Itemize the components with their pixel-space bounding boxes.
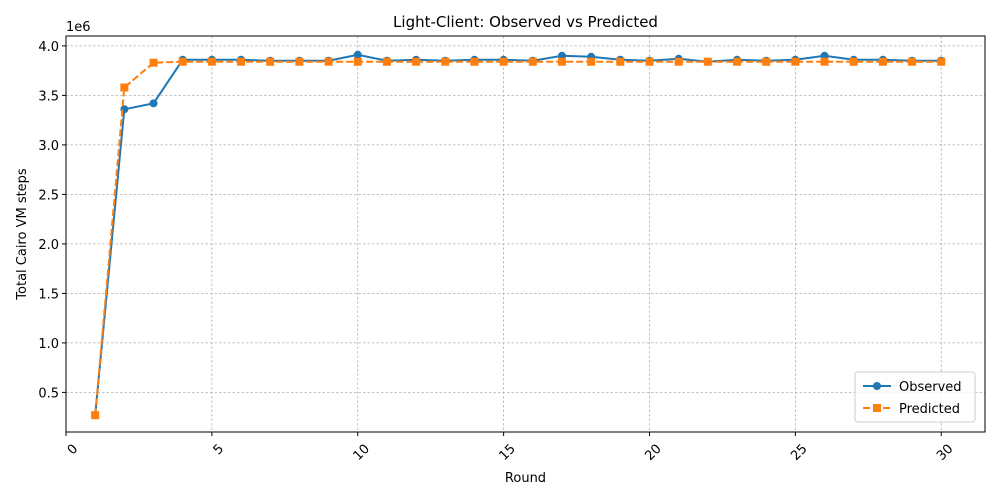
data-point-predicted <box>762 57 771 66</box>
legend-marker-predicted <box>873 404 881 412</box>
data-point-predicted <box>587 57 596 66</box>
x-tick-label: 20 <box>642 442 664 464</box>
data-point-predicted <box>441 57 450 66</box>
x-axis-title: Round <box>505 471 546 486</box>
data-point-predicted <box>266 57 275 66</box>
y-tick-label: 1.0 <box>38 337 59 352</box>
y-offset-label: 1e6 <box>66 20 91 35</box>
x-tick-label: 15 <box>496 442 518 464</box>
data-point-predicted <box>528 57 537 66</box>
data-point-predicted <box>791 57 800 66</box>
legend-label-observed: Observed <box>899 380 962 395</box>
data-point-predicted <box>91 411 100 420</box>
data-point-predicted <box>353 57 362 66</box>
data-point-predicted <box>616 57 625 66</box>
y-tick-label: 3.0 <box>38 139 59 154</box>
data-point-predicted <box>382 57 391 66</box>
x-tick-label: 5 <box>211 442 227 458</box>
data-point-predicted <box>937 57 946 66</box>
x-axis-ticks: 0 5 10 15 20 25 30 <box>65 432 956 464</box>
data-point-predicted <box>412 57 421 66</box>
y-tick-label: 4.0 <box>38 40 59 55</box>
data-point-predicted <box>470 57 479 66</box>
chart-title: Light-Client: Observed vs Predicted <box>393 13 658 31</box>
data-point-predicted <box>324 57 333 66</box>
x-tick-label: 10 <box>351 442 373 464</box>
y-tick-label: 0.5 <box>38 386 59 401</box>
legend-label-predicted: Predicted <box>899 402 960 417</box>
x-tick-label: 0 <box>65 442 81 458</box>
data-point-predicted <box>703 57 712 66</box>
grid-lines <box>65 36 985 432</box>
data-point-predicted <box>674 57 683 66</box>
legend-marker-observed <box>873 382 881 390</box>
legend-box <box>854 371 976 423</box>
data-point-predicted <box>878 57 887 66</box>
plot-frame <box>65 35 986 433</box>
y-tick-label: 2.0 <box>38 238 59 253</box>
series-line-predicted <box>94 60 942 416</box>
data-point-predicted <box>645 57 654 66</box>
y-axis-title: Total Cairo VM steps <box>15 168 30 301</box>
data-point-predicted <box>820 57 829 66</box>
data-point-predicted <box>499 57 508 66</box>
series-group <box>91 50 946 420</box>
data-point-predicted <box>849 57 858 66</box>
data-point-predicted <box>557 57 566 66</box>
series-line-observed <box>94 53 942 416</box>
x-tick-label: 30 <box>934 442 956 464</box>
data-point-predicted <box>908 57 917 66</box>
data-point-predicted <box>295 57 304 66</box>
data-point-predicted <box>120 83 129 92</box>
y-tick-label: 1.5 <box>38 287 59 302</box>
data-point-observed <box>353 50 362 59</box>
data-point-predicted <box>149 58 158 67</box>
legend: Observed Predicted <box>854 371 976 423</box>
data-point-observed <box>149 99 158 108</box>
data-point-predicted <box>237 57 246 66</box>
y-tick-label: 2.5 <box>38 188 59 203</box>
data-point-predicted <box>733 57 742 66</box>
data-point-predicted <box>207 57 216 66</box>
y-axis-ticks: 0.5 1.0 1.5 2.0 2.5 3.0 3.5 4.0 <box>38 40 66 401</box>
x-tick-label: 25 <box>788 442 810 464</box>
y-tick-label: 3.5 <box>38 89 59 104</box>
data-point-predicted <box>178 57 187 66</box>
